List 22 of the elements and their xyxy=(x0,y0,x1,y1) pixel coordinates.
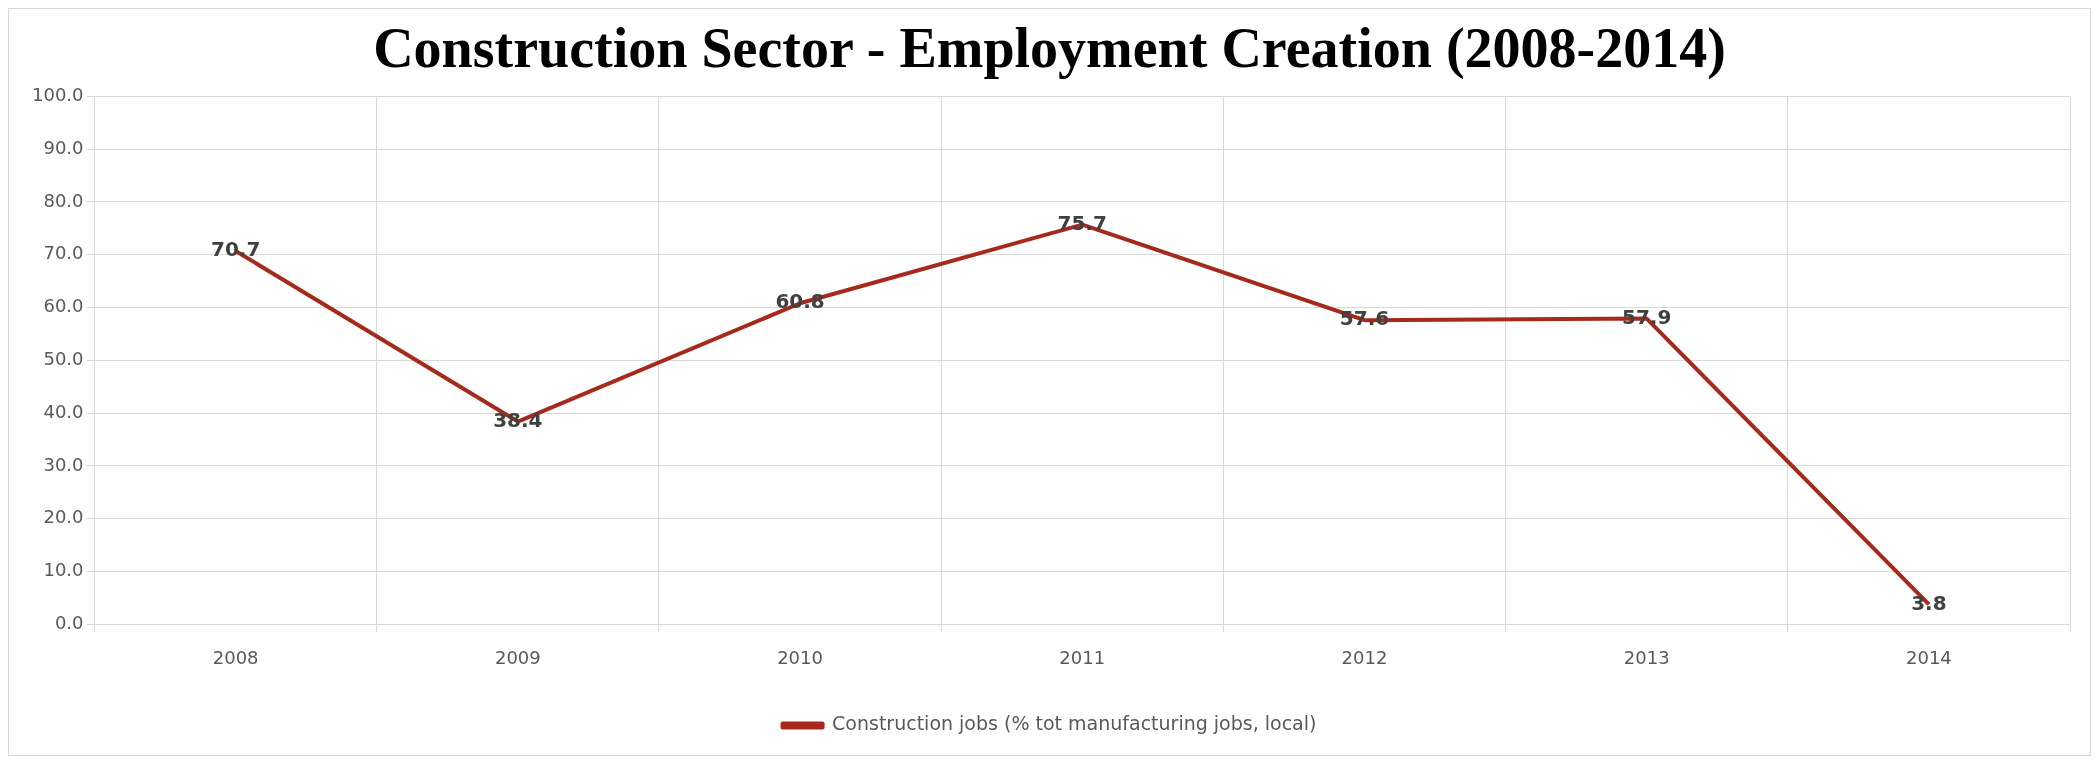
x-tick-label: 2008 xyxy=(212,646,259,668)
y-tick-label: 90.0 xyxy=(43,136,84,158)
y-tick-label: 100.0 xyxy=(32,83,84,105)
x-tick-label: 2014 xyxy=(1905,646,1952,668)
data-label: 3.8 xyxy=(1911,590,1947,615)
x-tick-label: 2013 xyxy=(1623,646,1670,668)
x-tick-label: 2012 xyxy=(1341,646,1388,668)
y-tick-label: 0.0 xyxy=(54,612,84,634)
y-tick-label: 20.0 xyxy=(43,506,84,528)
y-tick-label: 40.0 xyxy=(43,400,84,422)
x-tick-label: 2011 xyxy=(1059,646,1106,668)
x-tick-label: 2009 xyxy=(494,646,541,668)
legend-label: Construction jobs (% tot manufacturing jobs, local) xyxy=(832,712,1317,735)
y-tick-label: 10.0 xyxy=(43,559,84,581)
y-tick-label: 30.0 xyxy=(43,453,84,475)
y-tick-label: 80.0 xyxy=(43,189,84,211)
chart-title: Construction Sector - Employment Creation (2008-2014) xyxy=(373,17,1726,81)
y-tick-label: 50.0 xyxy=(43,347,84,369)
x-tick-label: 2010 xyxy=(777,646,823,668)
data-label: 70.7 xyxy=(210,237,261,262)
y-tick-label: 60.0 xyxy=(43,295,84,317)
y-tick-label: 70.0 xyxy=(43,242,84,264)
